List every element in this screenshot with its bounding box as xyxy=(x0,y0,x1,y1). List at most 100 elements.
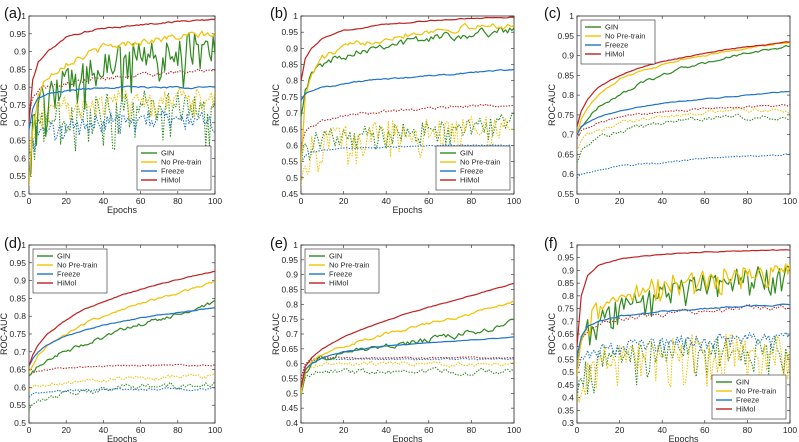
y-tick-label: 0.55 xyxy=(281,374,298,384)
series-line-freeze-solid xyxy=(29,306,215,367)
x-tick-label: 40 xyxy=(381,425,391,435)
y-tick-label: 0.5 xyxy=(562,367,574,377)
x-tick-label: 80 xyxy=(173,425,183,435)
y-tick-label: 0.9 xyxy=(14,47,26,57)
y-tick-label: 0.8 xyxy=(562,90,574,100)
x-tick-label: 20 xyxy=(339,425,349,435)
plot-area xyxy=(29,270,215,411)
series-line-himol-dotted xyxy=(301,103,514,147)
series-line-gin-dotted xyxy=(301,366,514,395)
series-line-gin-dotted xyxy=(577,336,790,402)
legend-label-freeze: Freeze xyxy=(460,167,483,176)
y-tick-label: 0.35 xyxy=(557,405,574,415)
plot-area xyxy=(29,18,215,186)
x-tick-label: 60 xyxy=(424,425,434,435)
series-line-gin-solid xyxy=(301,26,514,117)
x-axis-label: Epochs xyxy=(668,434,699,442)
y-tick-label: 1 xyxy=(21,240,26,250)
series-line-himol-solid xyxy=(29,270,215,367)
series-line-no-pre-train-dotted xyxy=(301,360,514,389)
y-tick-label: 0.65 xyxy=(557,149,574,159)
y-tick-label: 1 xyxy=(21,11,26,21)
y-tick-label: 0.5 xyxy=(14,189,26,199)
y-tick-label: 0.55 xyxy=(557,189,574,199)
x-axis-label: Epochs xyxy=(107,205,138,215)
legend-label-no-pre-train: No Pre-train xyxy=(57,261,97,270)
legend-label-freeze: Freeze xyxy=(736,396,759,405)
plot-area xyxy=(301,16,514,186)
y-tick-label: 0.95 xyxy=(9,29,26,39)
x-tick-label: 40 xyxy=(99,425,109,435)
series-line-gin-dotted xyxy=(29,90,215,161)
y-tick-label: 0.7 xyxy=(14,118,26,128)
series-line-himol-solid xyxy=(301,16,514,82)
legend-label-himol: HiMol xyxy=(329,279,349,288)
x-tick-label: 40 xyxy=(657,425,667,435)
legend-label-gin: GIN xyxy=(329,252,342,261)
y-tick-label: 0.9 xyxy=(14,276,26,286)
y-axis-label: ROC-AUC xyxy=(0,84,9,126)
panel-f: (f) 0.3 0.35 0.4 0.45 0.5 0.55 0.6 0.65 0.7 0.75 0.… xyxy=(544,236,797,442)
y-tick-label: 0.85 xyxy=(9,64,26,74)
series-line-no-pre-train-solid xyxy=(29,30,215,186)
y-tick-label: 0.55 xyxy=(9,400,26,410)
series-line-gin-solid xyxy=(577,44,790,136)
panel-letter: (e) xyxy=(270,236,288,252)
panel-letter: (a) xyxy=(4,6,22,22)
series-line-freeze-solid xyxy=(29,85,215,130)
series-line-gin-dotted xyxy=(29,381,215,411)
panel-c: (c) 0.55 0.6 0.65 0.7 0.75 0.8 0.85 0.9 0.95 1 0 20 4… xyxy=(544,6,797,206)
x-tick-label: 80 xyxy=(467,196,477,206)
series-line-no-pre-train-solid xyxy=(577,41,790,135)
series-line-freeze-dotted xyxy=(577,331,790,372)
y-tick-label: 1 xyxy=(293,240,298,250)
x-tick-label: 0 xyxy=(299,425,304,435)
legend-label-no-pre-train: No Pre-train xyxy=(605,32,645,41)
x-tick-label: 20 xyxy=(61,196,71,206)
series-line-freeze-dotted xyxy=(29,387,215,398)
x-tick-label: 60 xyxy=(700,196,710,206)
legend-label-no-pre-train: No Pre-train xyxy=(460,158,500,167)
series-line-himol-dotted xyxy=(577,104,790,139)
y-tick-label: 0.7 xyxy=(562,130,574,140)
y-tick-label: 0.95 xyxy=(281,255,298,265)
y-tick-label: 0.9 xyxy=(286,43,298,53)
x-tick-label: 80 xyxy=(173,196,183,206)
series-line-himol-solid xyxy=(577,41,790,127)
y-tick-label: 0.95 xyxy=(557,253,574,263)
y-tick-label: 0.75 xyxy=(557,110,574,120)
legend-label-himol: HiMol xyxy=(161,176,181,185)
legend-label-freeze: Freeze xyxy=(57,270,80,279)
y-tick-label: 0.65 xyxy=(557,329,574,339)
series-line-freeze-solid xyxy=(301,336,514,388)
legend-label-himol: HiMol xyxy=(57,279,77,288)
series-line-gin-dotted xyxy=(577,113,790,163)
y-tick-label: 0.3 xyxy=(562,418,574,428)
legend-label-freeze: Freeze xyxy=(161,167,184,176)
x-tick-label: 100 xyxy=(507,425,521,435)
x-tick-label: 60 xyxy=(136,425,146,435)
y-tick-label: 0.95 xyxy=(557,31,574,41)
series-line-himol-dotted xyxy=(29,363,215,377)
panel-letter: (c) xyxy=(544,6,561,22)
x-tick-label: 0 xyxy=(299,196,304,206)
series-line-no-pre-train-solid xyxy=(301,22,514,165)
x-axis-label: Epochs xyxy=(392,434,423,442)
series-line-no-pre-train-solid xyxy=(301,300,514,395)
y-axis-label: ROC-AUC xyxy=(547,313,557,355)
x-tick-label: 20 xyxy=(615,196,625,206)
y-tick-label: 1 xyxy=(569,11,574,21)
y-tick-label: 0.65 xyxy=(281,344,298,354)
y-tick-label: 0.4 xyxy=(286,418,298,428)
legend-label-gin: GIN xyxy=(605,23,618,32)
x-tick-label: 20 xyxy=(615,425,625,435)
x-tick-label: 40 xyxy=(99,196,109,206)
legend-label-no-pre-train: No Pre-train xyxy=(329,261,369,270)
series-line-gin-solid xyxy=(29,299,215,377)
x-tick-label: 60 xyxy=(136,196,146,206)
y-tick-label: 0.85 xyxy=(281,285,298,295)
